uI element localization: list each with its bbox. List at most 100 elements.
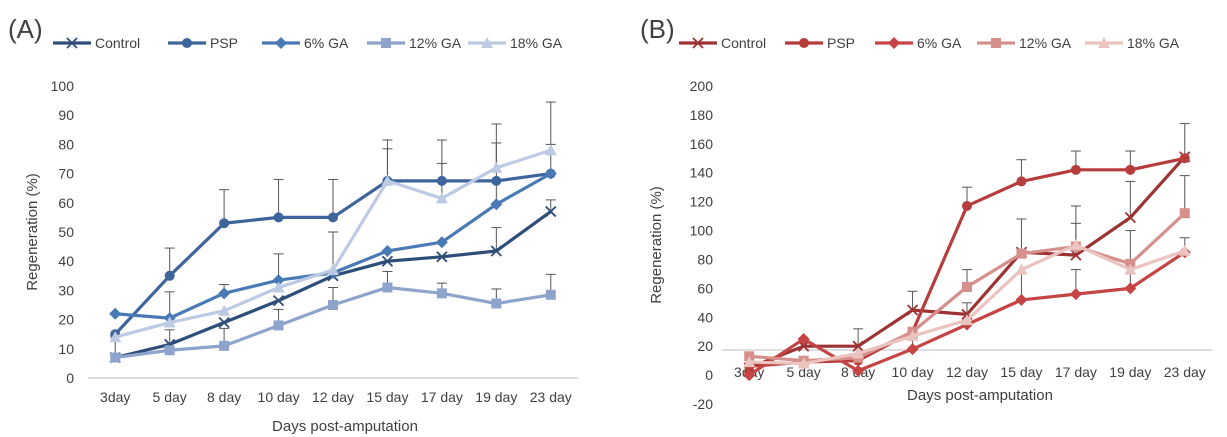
data-point xyxy=(381,255,394,267)
panel-label: (B) xyxy=(640,14,675,44)
data-point xyxy=(1069,239,1082,250)
data-point xyxy=(1179,153,1190,164)
series-12-ga xyxy=(110,282,556,363)
legend-marker xyxy=(275,37,287,49)
data-point xyxy=(544,144,557,156)
data-point xyxy=(218,287,231,300)
data-point xyxy=(1069,288,1082,301)
data-point xyxy=(328,300,338,310)
legend-label: Control xyxy=(721,35,766,51)
data-point xyxy=(906,343,919,356)
data-point xyxy=(435,192,448,204)
data-point xyxy=(272,294,285,307)
x-axis-title: Days post-amputation xyxy=(272,418,418,435)
x-tick-label: 12 day xyxy=(312,389,354,405)
data-point xyxy=(436,175,447,186)
x-tick-label: 23 day xyxy=(1164,364,1206,380)
data-point xyxy=(743,356,756,368)
legend-label: 18% GA xyxy=(1127,35,1180,51)
y-tick-label: 100 xyxy=(690,223,714,239)
y-tick-label: 180 xyxy=(690,107,714,123)
data-point xyxy=(110,352,121,363)
data-point xyxy=(797,357,810,369)
legend-label: 12% GA xyxy=(409,35,462,51)
data-point xyxy=(852,347,865,359)
series-18-ga xyxy=(743,239,1191,369)
x-tick-label: 5 day xyxy=(787,364,821,380)
y-tick-label: 200 xyxy=(690,78,714,94)
data-point xyxy=(273,212,284,223)
x-axis-title: Days post-amputation xyxy=(907,387,1053,404)
legend-marker xyxy=(888,37,900,49)
data-point xyxy=(852,340,864,352)
data-point xyxy=(544,167,557,180)
data-point xyxy=(1125,164,1136,175)
legend-entry: 18% GA xyxy=(468,35,563,51)
data-point xyxy=(328,212,338,223)
y-tick-label: 80 xyxy=(697,251,713,267)
legend-marker xyxy=(799,38,809,48)
data-point xyxy=(1015,293,1028,306)
y-tick-label: 50 xyxy=(58,224,74,240)
legend-marker xyxy=(991,38,1001,48)
legend-label: 6% GA xyxy=(304,35,349,51)
data-point xyxy=(272,274,285,287)
data-point xyxy=(490,161,503,173)
y-tick-label: 160 xyxy=(690,136,714,152)
legend-marker xyxy=(66,37,78,49)
y-tick-label: -20 xyxy=(693,396,713,412)
data-point xyxy=(852,364,865,377)
data-point xyxy=(381,174,394,186)
data-point xyxy=(797,332,810,345)
data-point xyxy=(436,251,448,263)
data-point xyxy=(1015,263,1028,275)
data-point xyxy=(545,205,557,218)
data-point xyxy=(219,340,230,351)
x-tick-label: 3day xyxy=(100,389,130,405)
data-point xyxy=(219,218,230,229)
data-point xyxy=(490,198,503,211)
data-point xyxy=(962,200,972,211)
data-point xyxy=(164,270,175,281)
y-tick-label: 0 xyxy=(66,370,74,386)
y-tick-label: 120 xyxy=(690,194,714,210)
data-point xyxy=(218,316,230,329)
legend-marker xyxy=(692,37,704,49)
data-point xyxy=(1016,176,1027,187)
panel-label: (A) xyxy=(8,14,43,44)
data-point xyxy=(327,263,339,275)
series-18-ga xyxy=(109,144,557,343)
legend-entry: 12% GA xyxy=(977,35,1072,51)
x-tick-label: 12 day xyxy=(946,364,988,380)
data-point xyxy=(1179,208,1190,219)
data-point xyxy=(1178,244,1191,256)
data-point xyxy=(272,281,285,293)
series-control xyxy=(109,205,557,364)
x-tick-label: 23 day xyxy=(530,389,572,405)
data-point xyxy=(164,345,175,356)
x-tick-label: 10 day xyxy=(892,364,934,380)
legend-marker xyxy=(381,38,391,48)
legend-marker xyxy=(182,38,192,48)
data-point xyxy=(109,307,122,320)
data-point xyxy=(1016,248,1027,259)
data-point xyxy=(490,245,502,257)
y-tick-label: 100 xyxy=(51,78,75,94)
legend-entry: 18% GA xyxy=(1085,35,1180,51)
x-tick-label: 15 day xyxy=(1000,364,1042,380)
y-axis-title: Regeneration (%) xyxy=(24,173,41,291)
legend-entry: PSP xyxy=(785,35,855,51)
chart-panel-0: (A) 0 10 20 30 40 50 60 70 80 90 100 3day 5 day 8 day 1… xyxy=(8,14,578,435)
legend-label: PSP xyxy=(210,35,238,51)
x-tick-label: 8 day xyxy=(207,389,241,405)
data-point xyxy=(1070,164,1081,175)
legend-label: 12% GA xyxy=(1019,35,1072,51)
data-point xyxy=(962,281,972,292)
y-axis-title: Regeneration (%) xyxy=(648,186,665,304)
data-point xyxy=(1124,263,1137,275)
y-tick-label: 30 xyxy=(58,282,74,298)
data-point xyxy=(1124,211,1136,224)
legend-entry: 6% GA xyxy=(875,35,962,51)
y-tick-label: 10 xyxy=(58,341,74,357)
